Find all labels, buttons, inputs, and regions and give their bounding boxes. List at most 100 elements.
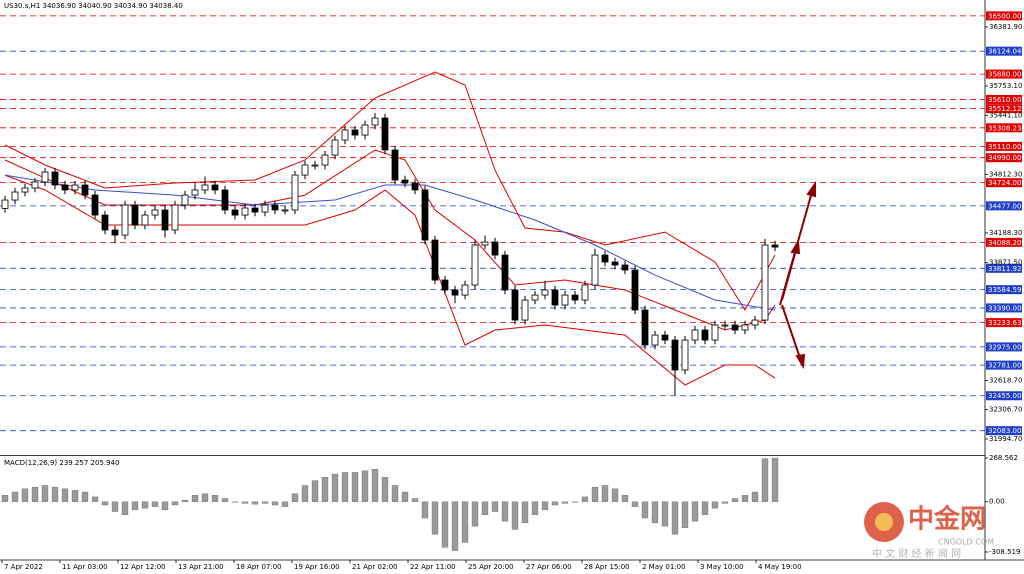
level-tag	[986, 318, 1022, 328]
candle-body	[211, 184, 219, 191]
candle-body	[311, 164, 319, 167]
candle-body	[171, 204, 179, 231]
macd-bar	[161, 501, 169, 511]
macd-bar	[211, 495, 219, 502]
candle-body	[11, 191, 19, 201]
candle-body	[31, 181, 39, 189]
macd-bar	[151, 501, 159, 507]
macd-bar	[751, 491, 759, 502]
macd-bar	[331, 473, 339, 502]
macd-bar	[671, 501, 679, 535]
macd-bar	[361, 470, 369, 502]
candle-body	[411, 182, 419, 191]
x-tick-label: 21 Apr 02:00	[352, 563, 398, 571]
watermark-site: CNGOLD.COM	[938, 538, 994, 547]
candle-body	[571, 294, 579, 301]
x-tick-label: 7 Apr 2022	[4, 563, 43, 571]
indicator-line	[4, 174, 776, 311]
candle-body	[741, 324, 749, 331]
macd-bar	[261, 501, 269, 504]
macd-bar	[541, 501, 549, 511]
macd-bar	[291, 493, 299, 502]
level-label: 33390.00	[988, 304, 1021, 312]
candle-body	[261, 204, 269, 213]
x-tick-label: 4 May 19:00	[758, 563, 802, 571]
level-label: 33233.63	[988, 319, 1021, 327]
candle-body	[681, 339, 689, 371]
level-label: 33584.59	[988, 286, 1021, 294]
macd-tick-label: -308.519	[989, 548, 1020, 556]
macd-bar	[181, 499, 189, 502]
macd-bar	[451, 501, 459, 551]
level-label: 34088.20	[988, 239, 1021, 247]
candle-body	[451, 289, 459, 296]
macd-bar	[521, 501, 529, 524]
level-label: 36500.00	[988, 12, 1021, 20]
candle-body	[51, 171, 59, 186]
candle-body	[141, 214, 149, 226]
macd-bar	[351, 472, 359, 502]
y-tick-label: 34812.30	[989, 170, 1022, 178]
macd-bar	[21, 488, 29, 502]
macd-bar	[401, 491, 409, 502]
x-tick-label: 22 Apr 11:00	[410, 563, 456, 571]
candle-body	[351, 129, 359, 136]
macd-bar	[421, 501, 429, 519]
macd-bar	[91, 496, 99, 502]
candle-body	[751, 319, 759, 326]
y-tick-label: 35441.10	[989, 111, 1022, 119]
level-tag	[986, 237, 1022, 247]
x-tick-label: 2 May 01:00	[642, 563, 686, 571]
candle-body	[631, 269, 639, 311]
level-tag	[986, 69, 1022, 79]
candle-body	[401, 179, 409, 184]
level-tag	[986, 263, 1022, 273]
x-tick-label: 13 Apr 21:00	[178, 563, 224, 571]
macd-bar	[431, 501, 439, 535]
level-label: 32781.00	[988, 362, 1021, 370]
level-tag	[986, 303, 1022, 313]
level-tag	[986, 104, 1022, 114]
level-tag	[986, 94, 1022, 104]
macd-bar	[231, 501, 239, 503]
level-label: 32975.00	[988, 343, 1021, 351]
candle-body	[591, 254, 599, 286]
macd-bar	[681, 501, 689, 528]
macd-header: MACD(12,26,9) 239.257 205.940	[4, 459, 120, 467]
x-tick-label: 12 Apr 12:00	[120, 563, 166, 571]
candle-body	[731, 324, 739, 331]
macd-bar	[461, 501, 469, 543]
level-label: 32455.00	[988, 392, 1021, 400]
level-tag	[986, 178, 1022, 188]
candle-body	[121, 204, 129, 236]
level-tag	[986, 426, 1022, 436]
macd-bar	[691, 501, 699, 522]
watermark-tagline: 中 文 财 经 新 闻 网	[872, 547, 961, 560]
level-label: 35512.12	[988, 105, 1021, 113]
candle-body	[391, 149, 399, 181]
level-tag	[986, 153, 1022, 163]
level-tag	[986, 123, 1022, 133]
candle-body	[381, 117, 389, 151]
y-tick-label: 36381.90	[989, 23, 1022, 31]
macd-bar	[721, 501, 729, 504]
candle-body	[721, 324, 729, 327]
macd-bar	[101, 501, 109, 506]
macd-bar	[631, 501, 639, 507]
candle-body	[61, 184, 69, 191]
macd-bar	[741, 495, 749, 502]
watermark: 中金网 CNGOLD.COM 中 文 财 经 新 闻 网	[864, 502, 994, 560]
y-tick-label: 33871.50	[989, 259, 1022, 267]
arrow	[781, 304, 801, 359]
macd-bar	[341, 472, 349, 502]
macd-bar	[531, 501, 539, 515]
candle-body	[331, 139, 339, 156]
macd-bar	[621, 495, 629, 502]
candle-body	[201, 184, 209, 191]
macd-bar	[121, 501, 129, 515]
candle-body	[671, 339, 679, 371]
x-tick-label: 27 Apr 06:00	[526, 563, 572, 571]
macd-bar	[491, 501, 499, 512]
candle-body	[71, 184, 79, 191]
candle-body	[111, 229, 119, 236]
